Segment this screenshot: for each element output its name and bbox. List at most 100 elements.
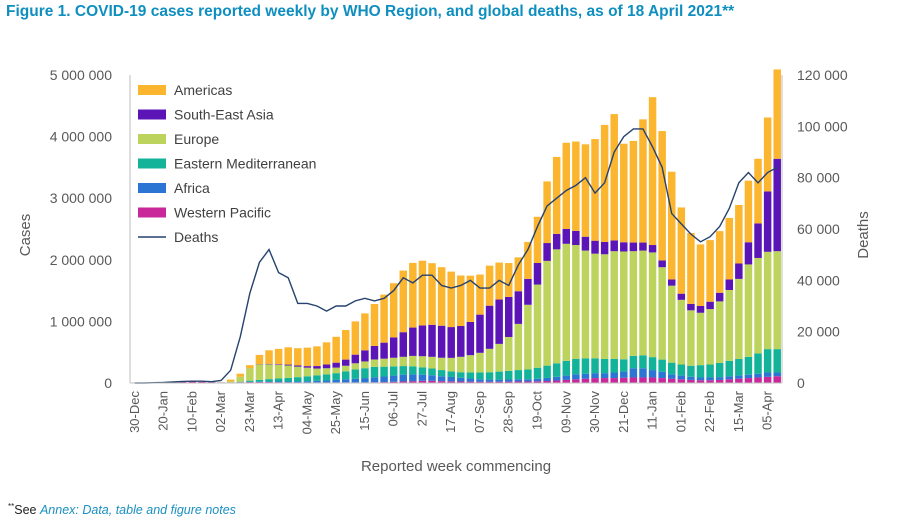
y-tick-label: 1 000 000 [50,313,112,329]
bar-europe-34 [457,356,465,373]
bar-europe-36 [476,352,484,373]
bar-eastern-mediterranean-65 [754,353,762,374]
legend-label: Western Pacific [174,205,271,221]
bar-south-east-asia-26 [380,342,388,359]
bar-south-east-asia-19 [313,366,321,369]
bar-africa-36 [476,379,484,382]
bar-south-east-asia-64 [744,242,753,265]
bar-europe-64 [744,264,753,357]
x-tick-label: 27-Jul [414,391,429,427]
bar-western-pacific-45 [562,379,571,383]
bar-western-pacific-59 [696,380,705,383]
bar-south-east-asia-67 [773,158,781,252]
bar-western-pacific-31 [428,380,436,383]
bar-americas-57 [677,207,686,294]
bar-eastern-mediterranean-63 [735,358,743,376]
bar-africa-24 [361,378,369,383]
bar-western-pacific-43 [543,381,551,383]
bar-western-pacific-30 [418,380,427,383]
bar-europe-65 [754,257,762,354]
bar-europe-51 [620,251,628,360]
bar-africa-64 [744,374,753,379]
annex-link[interactable]: Annex: Data, table and figure notes [39,503,236,518]
footnote-mark: ** [8,502,15,511]
bar-europe-52 [629,251,638,356]
bar-south-east-asia-53 [639,242,647,251]
bar-south-east-asia-23 [351,354,360,364]
bar-americas-20 [322,342,331,365]
bar-western-pacific-63 [735,378,743,383]
bar-eastern-mediterranean-12 [246,380,254,382]
bar-americas-29 [409,262,417,328]
bar-western-pacific-58 [687,379,695,383]
bar-americas-36 [476,274,484,315]
x-tick-label: 05-Apr [760,390,775,430]
x-tick-label: 25-May [328,391,343,435]
bar-western-pacific-27 [389,381,398,383]
bar-western-pacific-37 [485,381,494,383]
bar-eastern-mediterranean-64 [744,356,753,375]
bar-eastern-mediterranean-27 [389,366,398,376]
bar-south-east-asia-61 [715,292,724,302]
bar-europe-53 [639,250,647,356]
bar-europe-46 [572,245,580,359]
bar-europe-49 [600,254,609,359]
bar-americas-67 [773,69,781,159]
bar-africa-16 [284,381,292,383]
y2-tick-label: 40 000 [797,272,840,288]
bar-south-east-asia-18 [303,366,312,368]
bar-africa-49 [600,373,609,379]
bar-western-pacific-40 [514,381,523,383]
bar-africa-40 [514,379,523,382]
bar-africa-60 [706,377,714,381]
bar-western-pacific-65 [754,377,762,383]
bar-europe-11 [236,376,245,382]
x-tick-label: 30-Nov [587,391,602,433]
bar-south-east-asia-36 [476,314,484,353]
bar-south-east-asia-66 [763,191,772,252]
bar-eastern-mediterranean-36 [476,372,484,380]
bar-europe-28 [399,356,408,367]
y-tick-label: 2 000 000 [50,252,112,268]
bar-africa-21 [332,379,340,383]
legend-label: Africa [174,180,210,196]
bar-americas-65 [754,158,762,224]
bar-eastern-mediterranean-53 [639,355,647,369]
bar-western-pacific-57 [677,379,686,383]
x-tick-label: 13-Apr [271,390,286,430]
bar-europe-14 [265,364,273,380]
bar-africa-53 [639,368,647,378]
bar-south-east-asia-45 [562,229,571,244]
bar-europe-12 [246,368,254,381]
bar-americas-59 [696,244,705,306]
bar-americas-32 [437,267,446,326]
bar-americas-46 [572,141,580,231]
bar-western-pacific-5 [179,381,187,383]
bar-americas-37 [485,265,494,306]
bar-europe-33 [447,357,455,372]
bar-eastern-mediterranean-13 [255,379,264,382]
bar-western-pacific-41 [524,381,532,383]
bar-eastern-mediterranean-47 [581,358,590,374]
bar-western-pacific-44 [552,380,561,383]
bar-eastern-mediterranean-45 [562,360,571,376]
bar-south-east-asia-51 [620,242,628,252]
bar-africa-46 [572,374,580,380]
bar-south-east-asia-15 [274,364,283,365]
bar-western-pacific-47 [581,378,590,383]
bar-europe-19 [313,368,321,376]
bar-americas-10 [226,379,235,382]
bar-south-east-asia-55 [658,260,666,268]
x-tick-label: 15-Mar [731,390,746,432]
bar-south-east-asia-28 [399,332,408,357]
bar-europe-60 [706,309,714,365]
bar-south-east-asia-65 [754,223,762,258]
bar-western-pacific-62 [725,379,734,383]
bar-africa-59 [696,377,705,381]
bar-south-east-asia-42 [533,263,542,285]
bar-south-east-asia-31 [428,324,436,357]
chart-legend: Americas South-East Asia Europe Eastern Med… [138,82,316,245]
bar-americas-25 [370,304,379,346]
bar-americas-34 [457,275,465,327]
bar-africa-39 [505,379,513,382]
